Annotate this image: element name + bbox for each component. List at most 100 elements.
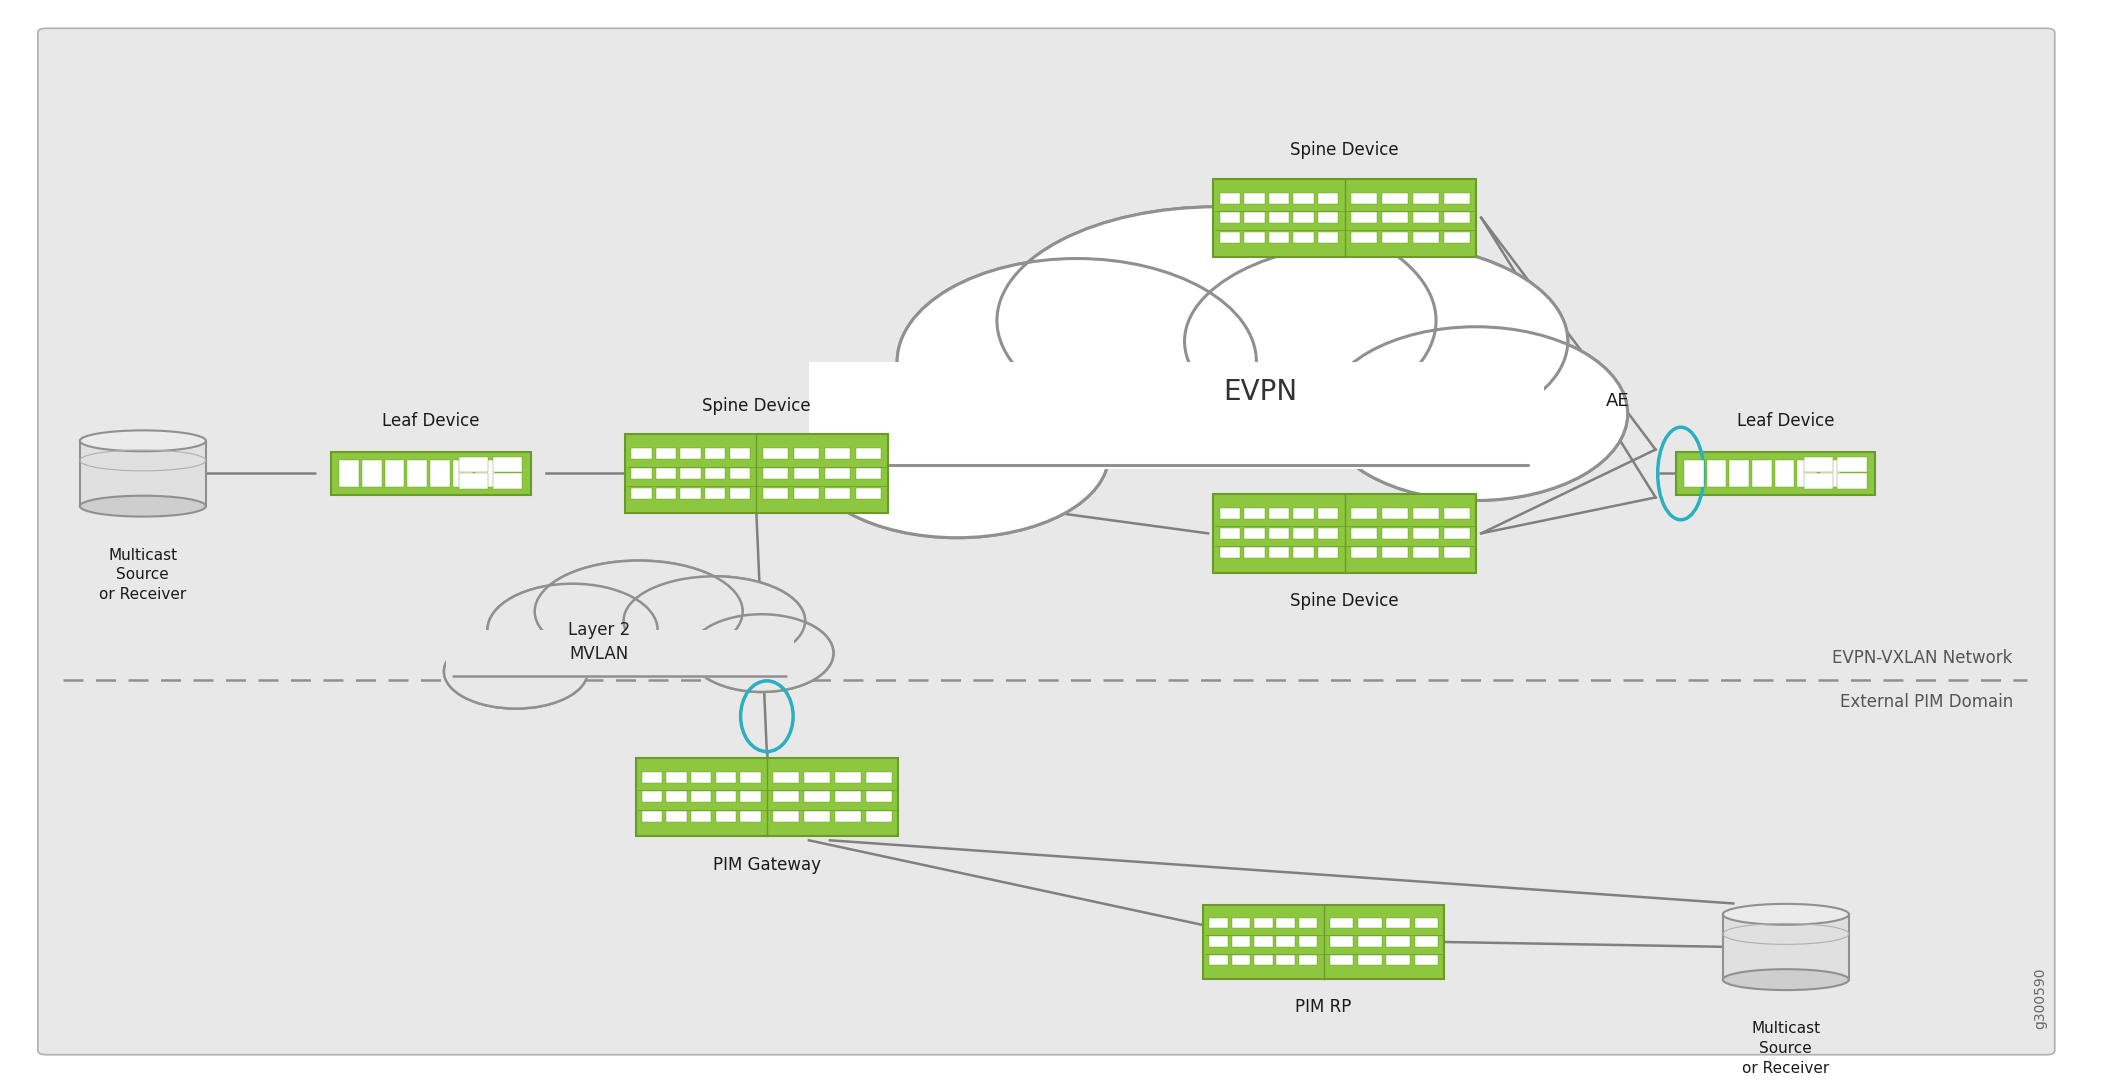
Text: PIM Gateway: PIM Gateway — [712, 855, 821, 874]
FancyBboxPatch shape — [866, 811, 891, 822]
FancyBboxPatch shape — [1357, 918, 1382, 928]
FancyBboxPatch shape — [716, 771, 735, 782]
Ellipse shape — [80, 430, 206, 452]
Ellipse shape — [1324, 327, 1628, 501]
FancyBboxPatch shape — [1357, 955, 1382, 966]
FancyBboxPatch shape — [1382, 193, 1408, 204]
FancyBboxPatch shape — [475, 459, 496, 488]
FancyBboxPatch shape — [1803, 457, 1832, 472]
FancyBboxPatch shape — [1202, 904, 1445, 979]
Ellipse shape — [1723, 969, 1849, 991]
FancyBboxPatch shape — [729, 448, 750, 459]
FancyBboxPatch shape — [1317, 548, 1338, 559]
FancyBboxPatch shape — [1351, 528, 1376, 539]
FancyBboxPatch shape — [716, 811, 735, 822]
FancyBboxPatch shape — [706, 488, 725, 499]
Ellipse shape — [689, 614, 834, 692]
FancyBboxPatch shape — [384, 459, 403, 488]
Ellipse shape — [1185, 242, 1567, 441]
FancyBboxPatch shape — [1294, 231, 1313, 243]
FancyBboxPatch shape — [1275, 936, 1294, 947]
FancyBboxPatch shape — [1219, 528, 1240, 539]
FancyBboxPatch shape — [1275, 918, 1294, 928]
FancyBboxPatch shape — [866, 791, 891, 802]
FancyBboxPatch shape — [1298, 936, 1317, 947]
FancyBboxPatch shape — [1412, 231, 1439, 243]
Text: Spine Device: Spine Device — [1290, 592, 1399, 610]
FancyBboxPatch shape — [855, 448, 882, 459]
FancyBboxPatch shape — [656, 488, 677, 499]
FancyBboxPatch shape — [330, 452, 529, 495]
FancyBboxPatch shape — [445, 630, 794, 676]
FancyBboxPatch shape — [1294, 548, 1313, 559]
Text: Layer 2
MVLAN: Layer 2 MVLAN — [567, 622, 630, 663]
FancyBboxPatch shape — [1210, 918, 1227, 928]
FancyBboxPatch shape — [805, 771, 830, 782]
FancyBboxPatch shape — [1210, 936, 1227, 947]
FancyBboxPatch shape — [1351, 548, 1376, 559]
FancyBboxPatch shape — [763, 488, 788, 499]
FancyBboxPatch shape — [1357, 936, 1382, 947]
FancyBboxPatch shape — [729, 488, 750, 499]
Ellipse shape — [443, 635, 588, 708]
FancyBboxPatch shape — [1775, 459, 1794, 488]
FancyBboxPatch shape — [834, 811, 861, 822]
FancyBboxPatch shape — [1269, 548, 1290, 559]
FancyBboxPatch shape — [1330, 918, 1353, 928]
FancyBboxPatch shape — [1214, 179, 1475, 256]
FancyBboxPatch shape — [805, 811, 830, 822]
Ellipse shape — [689, 614, 834, 692]
FancyBboxPatch shape — [1275, 955, 1294, 966]
FancyBboxPatch shape — [431, 459, 450, 488]
FancyBboxPatch shape — [630, 448, 651, 459]
Ellipse shape — [487, 584, 658, 676]
Text: Leaf Device: Leaf Device — [382, 412, 479, 430]
FancyBboxPatch shape — [1414, 918, 1437, 928]
FancyBboxPatch shape — [1836, 473, 1866, 489]
FancyBboxPatch shape — [643, 791, 662, 802]
FancyBboxPatch shape — [666, 791, 687, 802]
FancyBboxPatch shape — [643, 811, 662, 822]
FancyBboxPatch shape — [681, 468, 702, 479]
FancyBboxPatch shape — [1269, 528, 1290, 539]
FancyBboxPatch shape — [626, 434, 887, 513]
FancyBboxPatch shape — [492, 473, 521, 489]
FancyBboxPatch shape — [1219, 193, 1240, 204]
Ellipse shape — [443, 635, 588, 708]
FancyBboxPatch shape — [834, 791, 861, 802]
FancyBboxPatch shape — [794, 488, 819, 499]
Ellipse shape — [897, 259, 1256, 466]
Text: Leaf Device: Leaf Device — [1738, 412, 1834, 430]
FancyBboxPatch shape — [691, 811, 712, 822]
Ellipse shape — [897, 259, 1256, 466]
FancyBboxPatch shape — [38, 28, 2055, 1055]
FancyBboxPatch shape — [1803, 473, 1832, 489]
FancyBboxPatch shape — [1317, 231, 1338, 243]
FancyBboxPatch shape — [1443, 231, 1471, 243]
FancyBboxPatch shape — [1729, 459, 1748, 488]
FancyBboxPatch shape — [666, 771, 687, 782]
FancyBboxPatch shape — [1254, 936, 1273, 947]
FancyBboxPatch shape — [824, 448, 851, 459]
FancyBboxPatch shape — [1294, 528, 1313, 539]
FancyBboxPatch shape — [1244, 548, 1265, 559]
FancyBboxPatch shape — [706, 468, 725, 479]
FancyBboxPatch shape — [1231, 918, 1250, 928]
FancyBboxPatch shape — [458, 473, 487, 489]
FancyBboxPatch shape — [1219, 213, 1240, 224]
Text: EVPN: EVPN — [1223, 377, 1298, 406]
FancyBboxPatch shape — [1254, 918, 1273, 928]
FancyBboxPatch shape — [1269, 213, 1290, 224]
FancyBboxPatch shape — [1231, 936, 1250, 947]
FancyBboxPatch shape — [1382, 508, 1408, 519]
FancyBboxPatch shape — [1414, 936, 1437, 947]
Polygon shape — [80, 441, 206, 506]
FancyBboxPatch shape — [1214, 494, 1475, 573]
FancyBboxPatch shape — [1412, 508, 1439, 519]
FancyBboxPatch shape — [338, 459, 359, 488]
Ellipse shape — [1185, 242, 1567, 441]
FancyBboxPatch shape — [1382, 528, 1408, 539]
FancyBboxPatch shape — [1298, 918, 1317, 928]
FancyBboxPatch shape — [1412, 193, 1439, 204]
Text: Spine Device: Spine Device — [702, 397, 811, 415]
